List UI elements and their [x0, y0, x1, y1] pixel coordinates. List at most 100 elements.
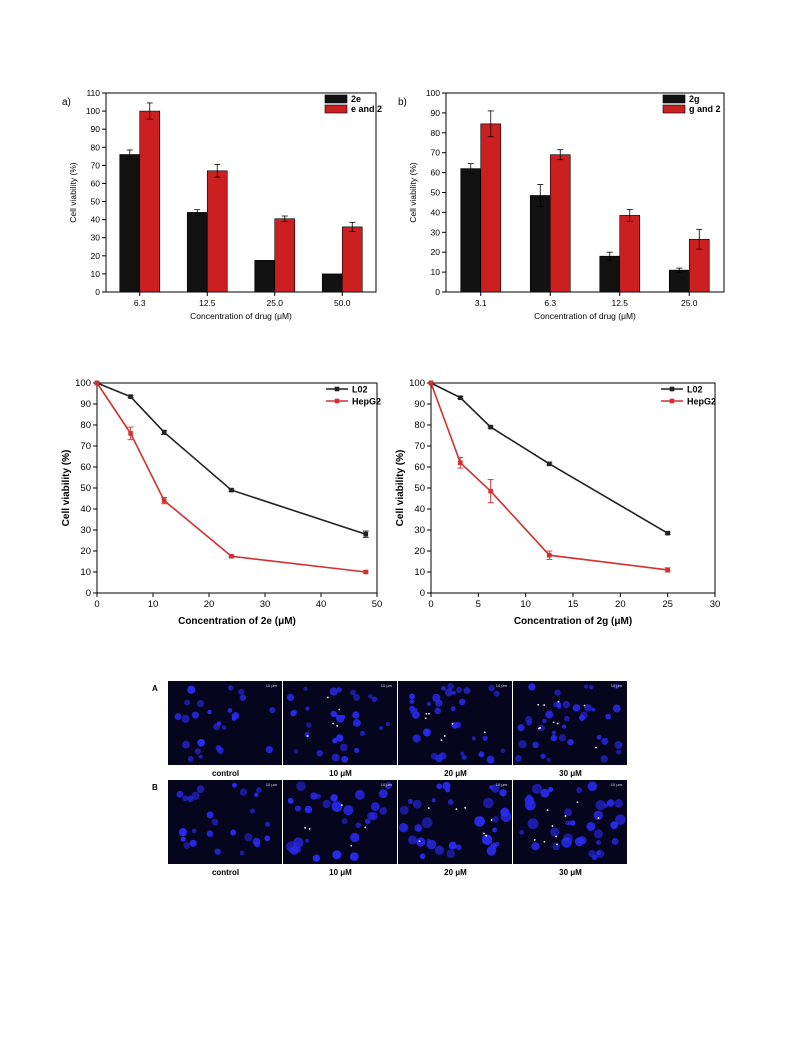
nucleus: [214, 848, 221, 855]
nucleus: [332, 850, 342, 860]
x-axis-label: Concentration of 2g (μM): [514, 616, 632, 627]
micrograph-B-4: 10 μm: [513, 780, 627, 864]
y-axis-label: Cell viability (%): [61, 450, 72, 527]
plot-frame: [96, 382, 378, 594]
point-HepG2: [458, 460, 463, 466]
y-tick-label: 10: [414, 567, 425, 578]
y-tick-label: 80: [414, 420, 425, 431]
micrograph-background: [283, 681, 397, 765]
point-L02: [665, 530, 670, 536]
nucleus: [448, 841, 457, 850]
y-tick-label: 20: [80, 546, 91, 557]
y-tick-label: 40: [80, 504, 91, 515]
y-tick-label: 30: [431, 227, 441, 237]
apoptotic-marker: [557, 700, 560, 703]
nucleus: [198, 754, 203, 759]
scale-bar-label: 10 μm: [496, 782, 508, 787]
nucleus: [196, 699, 205, 708]
nucleus: [303, 686, 308, 691]
nucleus: [196, 785, 205, 794]
y-tick-label: 50: [91, 197, 101, 207]
nucleus: [252, 837, 261, 846]
nucleus: [310, 792, 318, 800]
nucleus: [595, 840, 601, 845]
apoptotic-marker: [537, 703, 540, 706]
nucleus: [249, 808, 256, 814]
apoptotic-marker: [595, 746, 597, 749]
nucleus: [552, 702, 559, 708]
nucleus: [471, 736, 476, 741]
y-tick-label: 60: [80, 462, 91, 473]
series-line-HepG2: [430, 382, 668, 571]
nucleus: [305, 838, 310, 843]
nucleus: [584, 704, 592, 712]
nucleus: [554, 689, 561, 696]
nucleus: [518, 740, 527, 749]
nucleus: [584, 684, 589, 689]
nucleus: [538, 724, 545, 732]
apoptotic-marker: [483, 731, 486, 734]
bar-e-and-2-12.5: [206, 170, 228, 293]
apoptotic-marker: [308, 828, 311, 830]
y-tick-label: 60: [431, 168, 441, 178]
bar-2e-6.3: [119, 154, 141, 293]
nucleus: [442, 781, 451, 790]
y-tick-label: 50: [80, 483, 91, 494]
nucleus: [290, 710, 297, 717]
scale-bar-label: 10 μm: [266, 683, 278, 688]
nucleus: [550, 827, 560, 837]
scale-bar-label: 10 μm: [496, 683, 508, 688]
y-tick-label: 80: [91, 142, 101, 152]
bar-2g-6.3: [529, 195, 551, 293]
x-tick-label: 6.3: [134, 298, 146, 308]
bar-e-and-2-6.3: [139, 110, 161, 293]
nucleus: [341, 818, 348, 825]
apoptotic-marker: [464, 806, 467, 809]
chart-d: 0 10 20 30 40 50 60 70 80 90 100 0 5 10 15 20 25 30 L02 Hep…: [395, 378, 720, 627]
nucleus: [563, 808, 572, 817]
nucleus: [330, 794, 338, 802]
nucleus: [495, 842, 500, 847]
nucleus: [407, 835, 418, 845]
x-tick-label: 0: [428, 599, 433, 610]
y-tick-label: 100: [86, 106, 100, 116]
nucleus: [187, 795, 194, 802]
point-L02: [488, 424, 493, 430]
nucleus: [293, 749, 299, 754]
apoptotic-marker: [556, 722, 559, 725]
micrograph-B-3: 10 μm: [398, 780, 512, 864]
nucleus: [385, 721, 390, 727]
nucleus: [378, 789, 388, 799]
nucleus: [197, 738, 206, 747]
micrograph-background: [168, 681, 282, 765]
scale-bar-label: 10 μm: [381, 683, 393, 688]
nucleus: [458, 698, 466, 706]
apoptotic-marker: [424, 717, 427, 720]
scale-bar-label: 10 μm: [266, 782, 278, 787]
nucleus: [412, 734, 421, 743]
micrograph-caption: 20 μM: [444, 769, 467, 778]
nucleus: [528, 683, 536, 691]
y-tick-label: 20: [431, 247, 441, 257]
y-tick-label: 70: [414, 441, 425, 452]
legend-label: L02: [352, 385, 368, 395]
nucleus: [426, 701, 431, 707]
nucleus: [492, 827, 498, 833]
legend-swatch-e-and-2: [324, 104, 348, 114]
micrograph-B-1: 10 μm: [168, 780, 282, 864]
y-tick-label: 30: [80, 525, 91, 536]
point-L02: [363, 531, 369, 537]
nucleus: [398, 823, 409, 833]
nucleus: [461, 754, 467, 760]
x-tick-label: 20: [615, 599, 626, 610]
nucleus: [593, 810, 604, 821]
nucleus: [184, 699, 191, 706]
panel-label: a): [62, 97, 71, 108]
nucleus: [238, 688, 245, 695]
nucleus: [552, 842, 560, 851]
bar-g-and-2-6.3: [549, 154, 571, 293]
legend-label: HepG2: [352, 397, 381, 407]
nucleus: [493, 690, 500, 697]
nucleus: [547, 786, 554, 793]
nucleus: [615, 814, 626, 825]
